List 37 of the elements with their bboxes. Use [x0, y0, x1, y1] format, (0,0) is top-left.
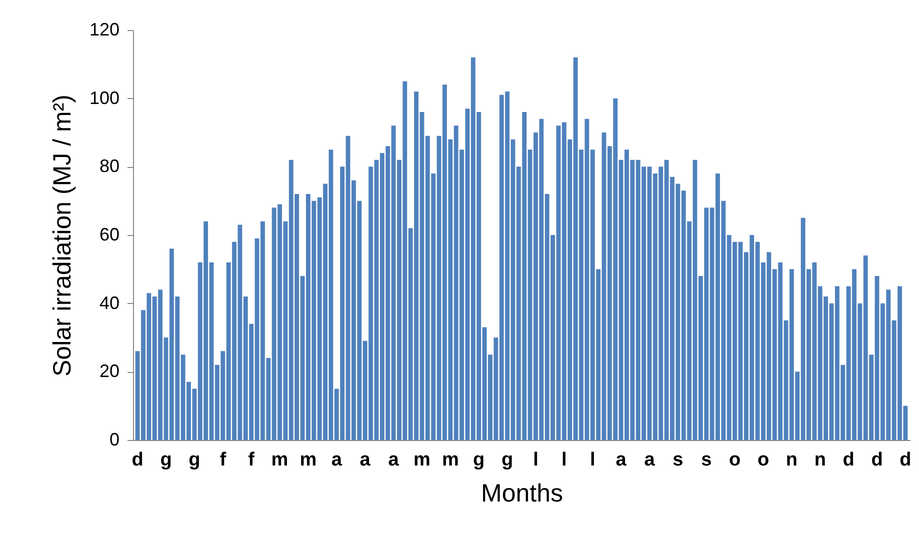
x-axis-title: Months: [481, 480, 563, 508]
y-tick-label: 20: [99, 361, 120, 382]
y-tick-label: 80: [99, 156, 120, 176]
y-tick-label: 100: [89, 88, 120, 108]
x-tick-label: o: [729, 450, 741, 470]
x-tick-label: d: [871, 450, 883, 470]
y-tick-label: 120: [89, 20, 120, 40]
y-tick-label: 0: [109, 430, 120, 450]
x-tick-label: d: [132, 450, 144, 470]
x-tick-label: f: [248, 450, 256, 470]
x-tick-label: f: [220, 450, 227, 470]
x-tick-label: m: [300, 450, 317, 470]
x-tick-label: g: [188, 450, 200, 470]
x-tick-label: s: [672, 450, 684, 470]
x-tick-label: d: [842, 450, 854, 470]
x-tick-label: a: [616, 450, 627, 470]
x-tick-label: a: [644, 450, 656, 470]
x-tick-label: m: [442, 450, 459, 470]
x-tick-label: a: [360, 450, 371, 470]
x-tick-label: o: [757, 450, 770, 470]
x-tick-label: g: [160, 450, 172, 470]
x-tick-label: d: [900, 450, 912, 470]
x-tick-label: l: [590, 450, 596, 470]
x-tick-label: g: [501, 450, 514, 470]
x-tick-label: a: [331, 450, 342, 470]
x-tick-label: n: [814, 450, 826, 470]
x-tick-label: s: [701, 450, 712, 470]
x-tick-label: g: [473, 450, 485, 470]
x-tick-label: m: [414, 450, 430, 470]
x-tick-label: l: [562, 450, 567, 470]
x-tick-label: a: [388, 450, 400, 470]
x-tick-label: l: [533, 450, 538, 470]
y-tick-label: 60: [99, 224, 120, 244]
y-axis-title: Solar irradiation (MJ / m²): [48, 94, 76, 376]
x-tick-label: n: [786, 450, 798, 470]
x-tick-label: m: [271, 450, 288, 470]
y-tick-label: 40: [99, 292, 120, 313]
